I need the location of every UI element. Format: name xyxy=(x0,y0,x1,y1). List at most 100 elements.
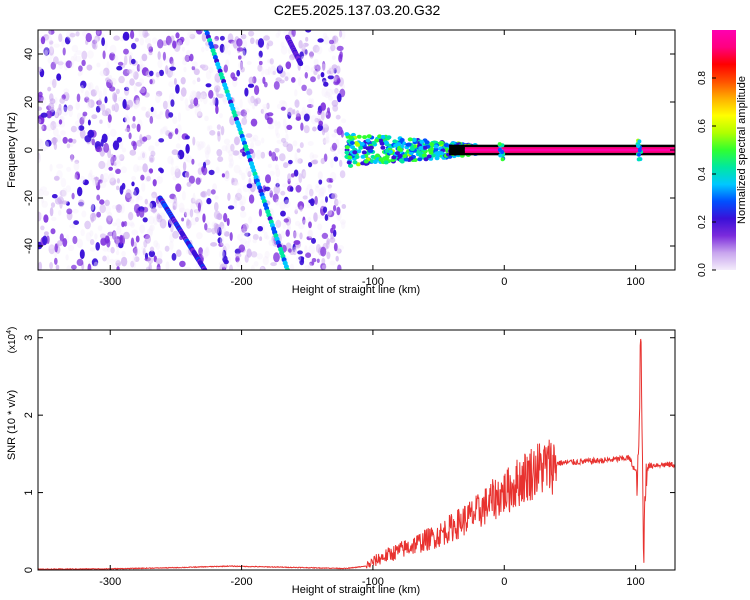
noise-cell xyxy=(131,229,139,236)
noise-cell xyxy=(153,216,158,226)
noise-cell xyxy=(112,231,118,241)
noise-cell xyxy=(116,185,120,191)
noise-cell xyxy=(82,111,88,117)
noise-cell xyxy=(174,165,180,173)
x-tick-label: -200 xyxy=(231,276,253,288)
noise-cell xyxy=(149,70,154,77)
streak-cell xyxy=(202,267,208,270)
noise-cell xyxy=(252,104,256,110)
colorbar-tick-label: 0.0 xyxy=(697,263,708,277)
noise-cell xyxy=(186,219,192,229)
noise-cell xyxy=(130,189,137,198)
noise-cell xyxy=(264,250,270,259)
noise-cell xyxy=(321,258,326,265)
noise-cell xyxy=(294,99,300,108)
noise-cell xyxy=(144,198,148,205)
noise-cell xyxy=(327,107,330,114)
noise-cell xyxy=(135,97,140,107)
noise-cell xyxy=(58,103,62,111)
noise-cell xyxy=(298,173,303,184)
noise-cell xyxy=(111,230,117,240)
noise-cell xyxy=(335,199,342,205)
noise-cell xyxy=(200,191,206,198)
noise-cell xyxy=(66,143,71,149)
noise-cell xyxy=(263,35,270,41)
noise-cell xyxy=(182,55,190,62)
noise-cell xyxy=(317,64,321,74)
noise-cell xyxy=(102,247,109,252)
noise-cell xyxy=(326,251,331,260)
noise-cell xyxy=(116,178,120,184)
colorbar: 0.0 0.2 0.4 0.6 0.8 Normalized spectral ampl… xyxy=(697,30,748,277)
noise-cell xyxy=(275,219,282,228)
noise-cell xyxy=(38,153,41,163)
carrier-spread-cell xyxy=(384,140,389,145)
noise-cell xyxy=(341,118,347,124)
noise-cell xyxy=(331,192,338,200)
carrier-spread-cell xyxy=(352,150,358,155)
noise-cell xyxy=(177,149,185,160)
noise-cell xyxy=(72,235,78,245)
noise-cell xyxy=(68,108,73,118)
noise-cell xyxy=(216,213,223,220)
noise-cell xyxy=(240,109,247,117)
noise-cell xyxy=(303,125,310,134)
noise-cell xyxy=(91,258,99,267)
x-tick-label: -200 xyxy=(231,576,253,588)
noise-cell xyxy=(52,78,57,89)
noise-cell xyxy=(336,206,341,216)
carrier-spread-cell xyxy=(348,163,353,168)
noise-cell xyxy=(330,159,334,169)
noise-cell xyxy=(180,77,186,85)
noise-cell xyxy=(155,90,163,97)
noise-cell xyxy=(53,43,60,48)
noise-cell xyxy=(144,170,151,177)
noise-cell xyxy=(286,143,294,152)
noise-cell xyxy=(215,87,219,97)
noise-cell xyxy=(330,44,336,52)
noise-cell xyxy=(105,215,112,225)
noise-cell xyxy=(139,224,146,234)
noise-cell xyxy=(165,35,172,46)
carrier-spread-cell xyxy=(418,146,424,150)
noise-cell xyxy=(336,248,342,254)
noise-cell xyxy=(315,183,320,189)
noise-cell xyxy=(167,198,174,204)
noise-cell xyxy=(241,172,246,181)
noise-cell xyxy=(142,30,149,39)
noise-cell xyxy=(217,132,221,142)
noise-cell xyxy=(107,114,112,123)
noise-cell xyxy=(193,68,200,76)
noise-cell xyxy=(219,43,225,53)
snr-frame xyxy=(37,329,676,571)
noise-cell xyxy=(138,78,145,85)
noise-cell xyxy=(239,210,247,218)
noise-cell xyxy=(60,130,66,136)
noise-cell xyxy=(48,46,55,56)
noise-cell xyxy=(280,190,286,196)
noise-cell xyxy=(243,113,247,119)
noise-cell xyxy=(48,244,55,249)
noise-cell xyxy=(174,128,179,135)
noise-cell xyxy=(99,119,103,124)
noise-cell xyxy=(320,199,324,204)
noise-cell xyxy=(266,43,270,50)
noise-cell xyxy=(311,98,315,108)
noise-cell xyxy=(324,214,329,221)
noise-cell xyxy=(227,192,231,201)
noise-cell xyxy=(84,135,92,143)
noise-cell xyxy=(273,185,281,195)
noise-cell xyxy=(87,82,92,90)
noise-cell xyxy=(111,104,116,112)
noise-cell xyxy=(201,63,208,70)
noise-cell xyxy=(270,65,277,76)
noise-cell xyxy=(204,159,211,166)
noise-cell xyxy=(248,30,255,37)
noise-cell xyxy=(49,164,53,172)
noise-cell xyxy=(192,192,196,203)
noise-cell xyxy=(119,141,124,149)
noise-cell xyxy=(223,259,229,265)
noise-cell xyxy=(104,40,108,51)
noise-cell xyxy=(194,216,199,222)
noise-cell xyxy=(144,37,152,44)
